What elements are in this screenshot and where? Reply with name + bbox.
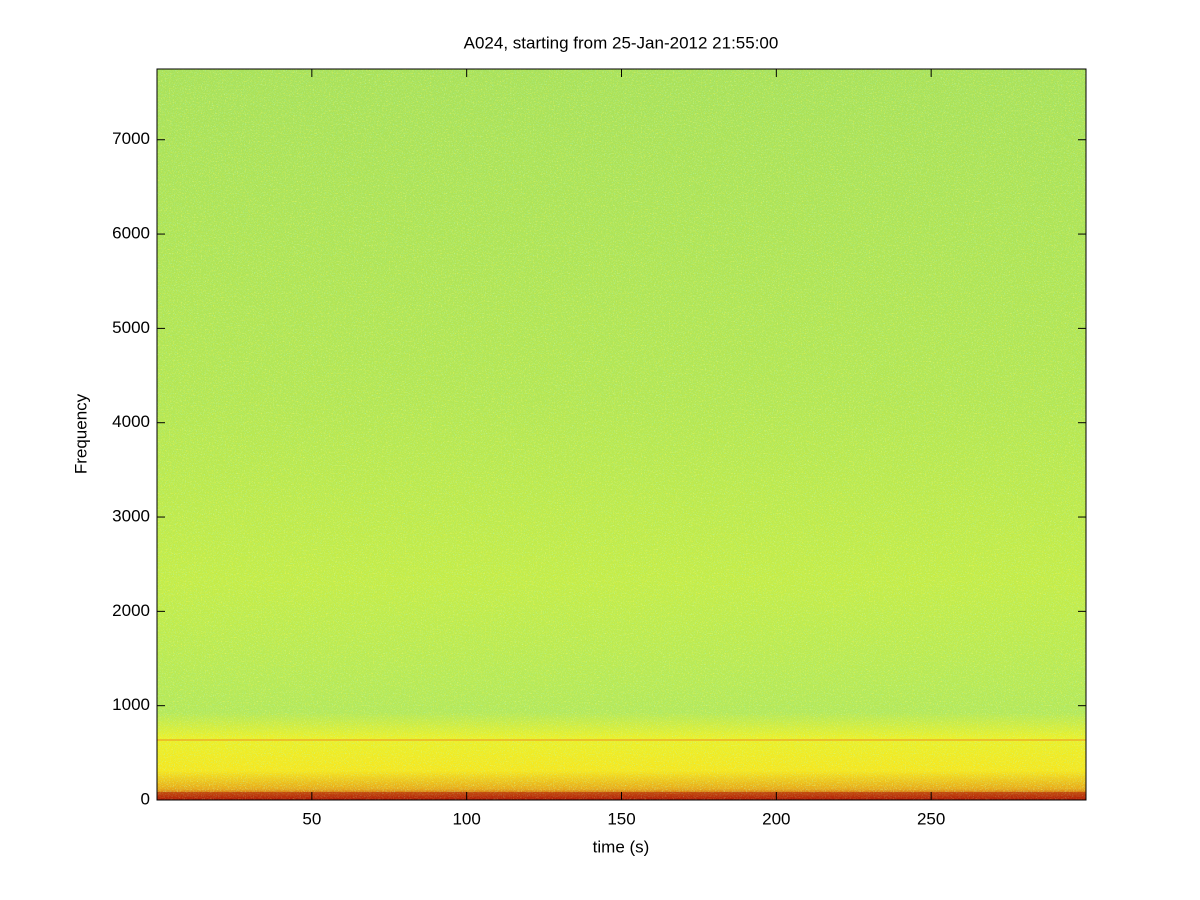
x-tick-label: 250: [917, 809, 945, 828]
y-tick-label: 6000: [112, 224, 150, 243]
y-tick-label: 5000: [112, 318, 150, 337]
x-tick-label: 50: [302, 809, 321, 828]
y-axis-label: Frequency: [71, 393, 90, 474]
x-axis-label: time (s): [593, 837, 650, 856]
y-tick-label: 4000: [112, 412, 150, 431]
y-tick-label: 1000: [112, 695, 150, 714]
spectrogram-image: [157, 69, 1086, 800]
x-tick-label: 200: [762, 809, 790, 828]
y-tick-label: 7000: [112, 129, 150, 148]
x-tick-label: 100: [452, 809, 480, 828]
y-tick-label: 0: [141, 789, 150, 808]
x-tick-label: 150: [607, 809, 635, 828]
chart-title: A024, starting from 25-Jan-2012 21:55:00: [464, 33, 779, 52]
y-tick-label: 2000: [112, 601, 150, 620]
y-tick-label: 3000: [112, 507, 150, 526]
